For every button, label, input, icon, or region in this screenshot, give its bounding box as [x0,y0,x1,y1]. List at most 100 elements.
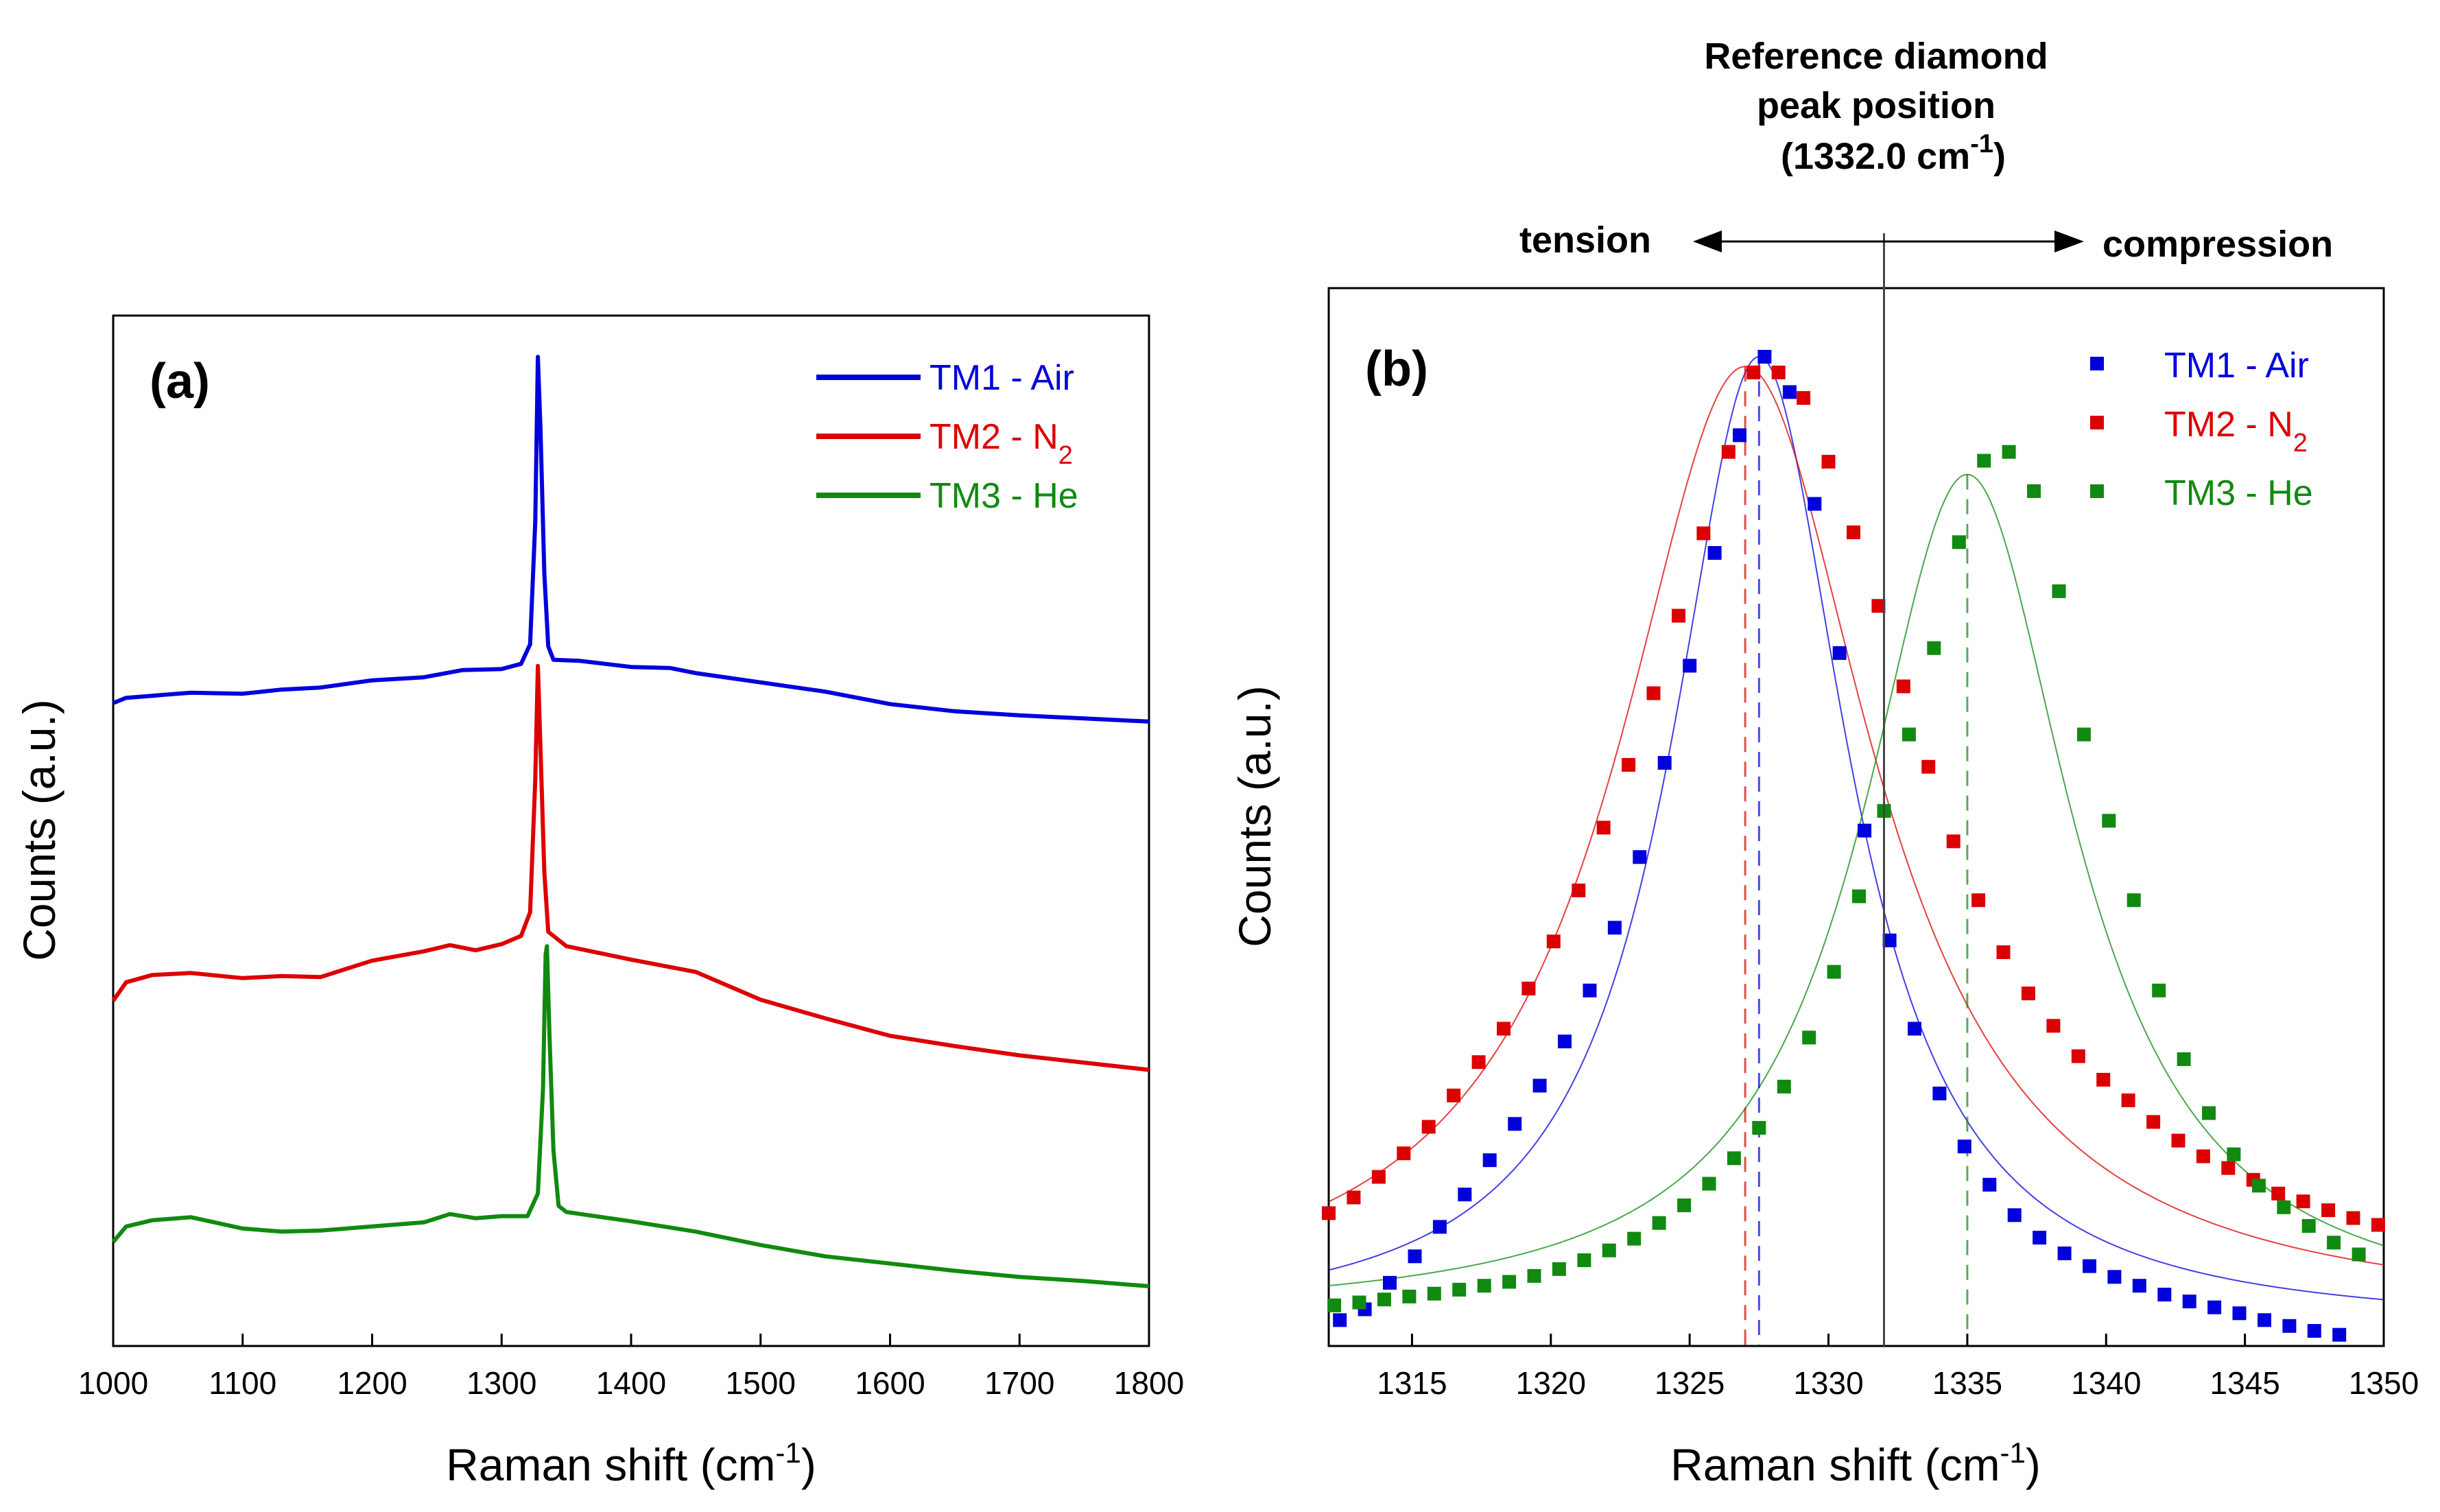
tension-arrowhead [1693,231,1722,252]
tension-label: tension [1519,220,1651,261]
data-point-b-tm2-n2 [2071,1049,2085,1063]
data-point-b-tm2-n2 [1397,1146,1411,1161]
data-point-b-tm3-he [2301,1219,2316,1233]
fit-curve-b-tm3-he [1328,473,2384,1287]
data-point-b-tm1-air [2132,1279,2146,1293]
reference-title-line1: Reference diamond [1704,36,2048,77]
data-point-b-tm3-he [1527,1268,1541,1283]
data-point-b-tm2-n2 [1946,834,1961,849]
data-point-b-tm1-air [2282,1319,2297,1333]
x-tick-label-a: 1300 [466,1365,536,1401]
data-point-b-tm1-air [1808,497,1822,511]
data-point-b-tm3-he [1802,1030,1816,1045]
data-point-b-tm1-air [1583,983,1597,997]
legend-b-label-tm1: TM1 - Air [2164,346,2309,386]
panel-a: 1000 1100 1200 1300 1400 1500 1600 1700 1800 (a)… [14,314,1184,1490]
data-point-b-tm3-he [1452,1282,1467,1297]
data-point-b-tm2-n2 [1896,679,1910,694]
data-point-b-tm1-air [1908,1021,1921,1036]
compression-label: compression [2103,224,2333,265]
fit-curve-b-tm2-n2 [1328,366,2384,1266]
data-point-b-tm3-he [2352,1247,2366,1262]
panel-a-label: (a) [150,354,210,409]
panel-a-x-axis-label: Raman shift (cm-1) [446,1437,816,1490]
data-point-b-tm1-air [1458,1188,1472,1202]
panel-b-fit-curves [1328,355,2384,1301]
data-point-b-tm3-he [2052,584,2066,598]
x-tick-label-a: 1400 [596,1365,666,1401]
data-point-b-tm2-n2 [2146,1115,2161,1129]
legend-b-marker-tm1 [2090,357,2104,370]
data-point-b-tm1-air [2182,1295,2196,1309]
x-tick-label-b: 1315 [1377,1365,1447,1401]
data-point-b-tm1-air [1607,921,1622,935]
data-point-b-tm1-air [2207,1300,2222,1314]
data-point-b-tm1-air [1558,1035,1572,1049]
data-point-b-tm2-n2 [1847,525,1860,539]
data-point-b-tm2-n2 [1797,391,1811,405]
data-point-b-tm1-air [2033,1231,2047,1245]
data-point-b-tm3-he [2102,814,2116,828]
data-point-b-tm2-n2 [2046,1019,2061,1033]
data-point-b-tm3-he [2327,1236,2341,1250]
data-point-b-tm3-he [2202,1106,2216,1120]
data-point-b-tm3-he [2277,1200,2291,1214]
data-point-b-tm2-n2 [2021,987,2035,1001]
x-tick-label-b: 1325 [1655,1365,1725,1401]
data-point-b-tm1-air [1957,1139,1971,1154]
data-point-b-tm3-he [1777,1079,1791,1094]
data-point-b-tm3-he [1702,1177,1716,1191]
data-point-b-tm2-n2 [1996,945,2011,959]
series-line-a-tm1-air [112,355,1150,724]
data-point-b-tm1-air [2307,1324,2321,1338]
data-point-b-tm2-n2 [2296,1194,2310,1209]
data-point-b-tm3-he [2027,484,2041,498]
data-point-b-tm2-n2 [1672,609,1685,623]
x-tick-label-b: 1335 [1932,1365,2002,1401]
data-point-b-tm3-he [1577,1253,1591,1267]
data-point-b-tm1-air [1782,385,1797,399]
data-point-b-tm1-air [2083,1259,2096,1273]
data-point-b-tm1-air [1932,1086,1947,1100]
panel-a-y-axis-label: Counts (a.u.) [14,699,64,961]
data-point-b-tm2-n2 [1322,1206,1336,1220]
reference-title-line2: peak position [1757,85,1995,126]
legend-a-label-tm3: TM3 - He [929,476,1078,516]
data-point-b-tm3-he [2227,1147,2241,1161]
data-point-b-tm1-air [1982,1177,1997,1192]
panel-b-legend: TM1 - Air TM2 - N2 TM3 - He [2090,346,2313,513]
data-point-b-tm2-n2 [1921,759,1936,774]
data-point-b-tm3-he [1727,1151,1741,1166]
x-tick-label-a: 1200 [337,1365,407,1401]
x-tick-label-a: 1100 [209,1365,276,1401]
data-point-b-tm2-n2 [2121,1093,2135,1107]
data-point-b-tm2-n2 [1971,893,1986,908]
x-tick-label-b: 1345 [2210,1365,2279,1401]
panel-a-legend: TM1 - Air TM2 - N2 TM3 - He [816,358,1078,516]
x-tick-label-a: 1500 [726,1365,796,1401]
x-tick-label-a: 1000 [78,1365,148,1401]
data-point-b-tm2-n2 [1821,455,1836,469]
data-point-b-tm3-he [2127,893,2141,908]
x-tick-label-a: 1800 [1114,1365,1184,1401]
panel-a-series [111,355,1150,1288]
data-point-b-tm2-n2 [1871,599,1886,613]
x-tick-label-a: 1700 [984,1365,1054,1401]
data-point-b-tm3-he [1952,535,1966,550]
x-tick-label-a: 1600 [855,1365,925,1401]
x-tick-label-b: 1330 [1793,1365,1863,1401]
data-point-b-tm1-air [1707,546,1722,560]
data-point-b-tm1-air [2258,1313,2271,1327]
data-point-b-tm1-air [1532,1078,1547,1093]
data-point-b-tm1-air [1832,646,1847,660]
panel-b-y-axis-label: Counts (a.u.) [1229,685,1280,947]
data-point-b-tm1-air [1633,850,1647,864]
data-point-b-tm3-he [1402,1289,1417,1303]
data-point-b-tm3-he [1352,1295,1366,1310]
data-point-b-tm1-air [1508,1117,1522,1131]
data-point-b-tm3-he [1502,1275,1517,1289]
data-point-b-tm3-he [2152,983,2166,997]
data-point-b-tm3-he [1827,965,1841,979]
data-point-b-tm3-he [1852,889,1866,903]
panel-b-x-ticks: 1315 1320 1325 1330 1335 1340 1345 1350 [1377,1334,2419,1401]
